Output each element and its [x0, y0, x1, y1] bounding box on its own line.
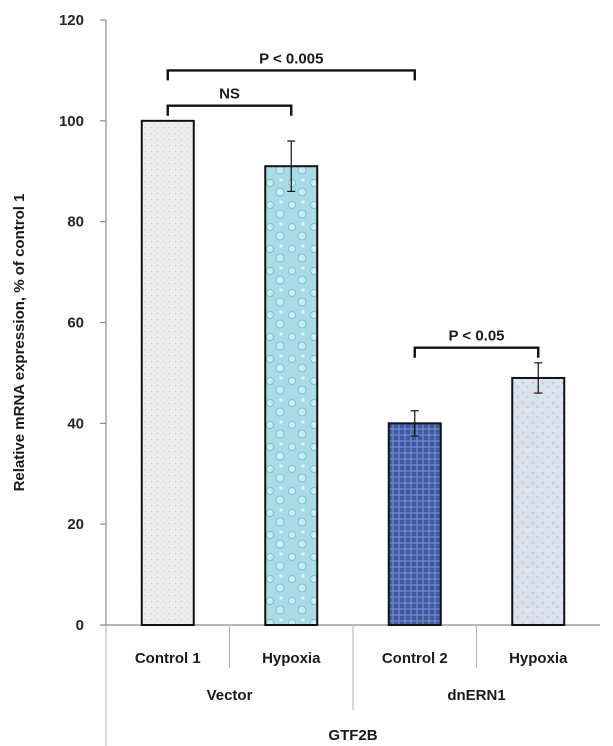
bar	[140, 119, 195, 626]
x-category-label: Hypoxia	[509, 650, 568, 667]
y-axis-title: Relative mRNA expression, % of control 1	[11, 194, 28, 492]
significance-label: NS	[219, 86, 240, 103]
significance-bracket	[166, 104, 293, 116]
bar	[264, 165, 319, 626]
y-tick-label: 80	[67, 214, 84, 231]
y-tick-label: 60	[67, 315, 84, 332]
x-group-label: Vector	[207, 687, 253, 704]
significance-bracket	[166, 69, 416, 81]
y-tick-label: 0	[76, 617, 84, 634]
significance-label: P < 0.05	[448, 328, 504, 345]
significance-bracket	[413, 346, 540, 358]
y-tick-label: 120	[59, 12, 84, 29]
y-tick-label: 20	[67, 516, 84, 533]
y-tick-label: 40	[67, 415, 84, 432]
x-category-label: Control 2	[382, 650, 448, 667]
y-tick-label: 100	[59, 113, 84, 130]
x-category-label: Control 1	[135, 650, 201, 667]
x-category-label: Hypoxia	[262, 650, 321, 667]
significance-label: P < 0.005	[259, 50, 323, 67]
x-gene-label: GTF2B	[328, 727, 377, 744]
bar	[511, 376, 566, 627]
bar	[387, 422, 442, 627]
x-group-label: dnERN1	[447, 687, 505, 704]
